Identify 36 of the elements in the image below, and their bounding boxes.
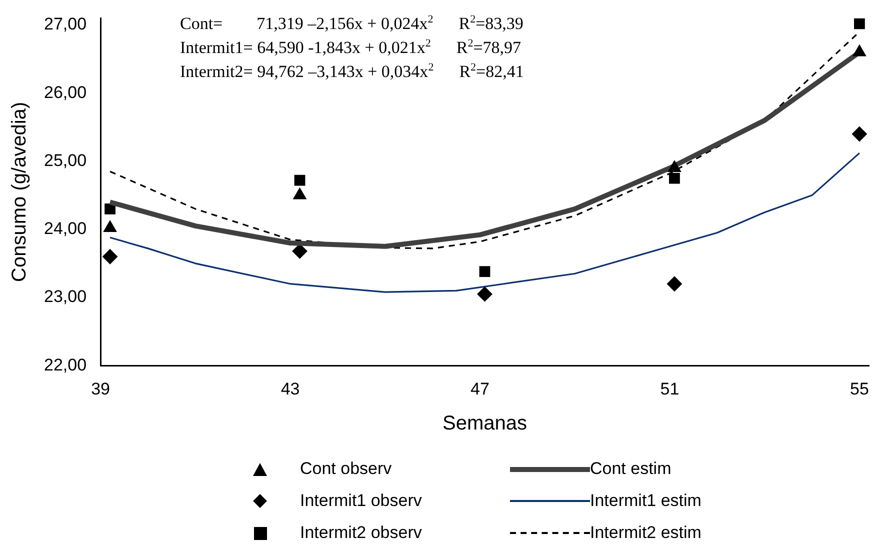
point [668, 160, 682, 172]
text: Cont= 71,319 –2,156x + 0,024x$^{2}$ R$^{2}$=83,39 [180, 13, 524, 33]
y-tick-label: 26,00 [44, 82, 87, 102]
point [104, 203, 116, 214]
x-tick-label: 47 [470, 379, 490, 398]
x-axis-title: Semanas [442, 412, 527, 435]
point [102, 249, 118, 264]
point [669, 172, 680, 184]
legend-label: Cont estim [590, 459, 672, 479]
y-tick-label: 27,00 [44, 14, 87, 34]
text: Intermit1= 64,590 -1,843x + 0,021x$^{2}$ R$^{2}$=78,97 [180, 37, 522, 57]
x-tick-label: 39 [91, 379, 110, 398]
legend-label: Intermit2 estim [590, 523, 702, 543]
x-tick-label: 43 [280, 379, 300, 398]
point [292, 244, 308, 259]
point [294, 174, 306, 186]
text: Intermit2= 94,762 –3,143x + 0,034x$^{2}$ R$^{2}$=82,41 [180, 61, 524, 81]
x-tick-label: 55 [850, 379, 869, 398]
point [666, 276, 682, 292]
y-tick-label: 22,00 [44, 355, 87, 374]
y-tick-label: 25,00 [44, 150, 87, 170]
y-tick-label: 24,00 [44, 219, 87, 238]
legend-label: Intermit1 estim [590, 491, 702, 511]
point [852, 126, 867, 142]
x-tick-label: 51 [660, 379, 680, 398]
y-tick-label: 23,00 [44, 287, 87, 306]
point [854, 18, 865, 30]
legend-label: Cont observ [300, 459, 392, 479]
point [479, 266, 490, 278]
point [293, 188, 306, 200]
y-axis-title: Consumo (g/avedia) [8, 102, 31, 282]
point [103, 220, 117, 232]
legend-label: Intermit2 observ [300, 523, 422, 543]
point [852, 44, 866, 56]
point [477, 286, 492, 302]
legend-label: Intermit1 observ [300, 491, 422, 511]
